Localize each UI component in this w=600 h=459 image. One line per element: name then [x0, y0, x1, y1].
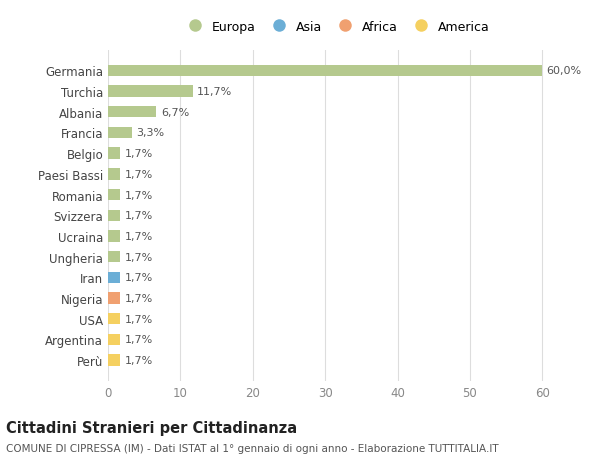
- Text: 11,7%: 11,7%: [197, 87, 232, 97]
- Bar: [108, 252, 121, 263]
- Text: 1,7%: 1,7%: [125, 211, 153, 221]
- Text: 1,7%: 1,7%: [125, 190, 153, 200]
- Text: 3,3%: 3,3%: [136, 128, 164, 138]
- Text: 1,7%: 1,7%: [125, 252, 153, 262]
- Text: 1,7%: 1,7%: [125, 169, 153, 179]
- Bar: [108, 210, 121, 221]
- Text: 1,7%: 1,7%: [125, 335, 153, 345]
- Bar: [108, 231, 121, 242]
- Text: 60,0%: 60,0%: [547, 66, 582, 76]
- Bar: [108, 334, 121, 345]
- Bar: [108, 107, 157, 118]
- Bar: [108, 86, 193, 97]
- Text: 1,7%: 1,7%: [125, 314, 153, 324]
- Bar: [108, 169, 121, 180]
- Legend: Europa, Asia, Africa, America: Europa, Asia, Africa, America: [178, 17, 494, 38]
- Text: 1,7%: 1,7%: [125, 149, 153, 159]
- Bar: [108, 190, 121, 201]
- Bar: [108, 66, 542, 77]
- Bar: [108, 313, 121, 325]
- Bar: [108, 293, 121, 304]
- Bar: [108, 272, 121, 283]
- Bar: [108, 128, 132, 139]
- Bar: [108, 355, 121, 366]
- Text: 6,7%: 6,7%: [161, 107, 189, 118]
- Text: COMUNE DI CIPRESSA (IM) - Dati ISTAT al 1° gennaio di ogni anno - Elaborazione T: COMUNE DI CIPRESSA (IM) - Dati ISTAT al …: [6, 443, 499, 453]
- Text: 1,7%: 1,7%: [125, 355, 153, 365]
- Bar: [108, 148, 121, 159]
- Text: 1,7%: 1,7%: [125, 231, 153, 241]
- Text: 1,7%: 1,7%: [125, 293, 153, 303]
- Text: Cittadini Stranieri per Cittadinanza: Cittadini Stranieri per Cittadinanza: [6, 420, 297, 435]
- Text: 1,7%: 1,7%: [125, 273, 153, 283]
